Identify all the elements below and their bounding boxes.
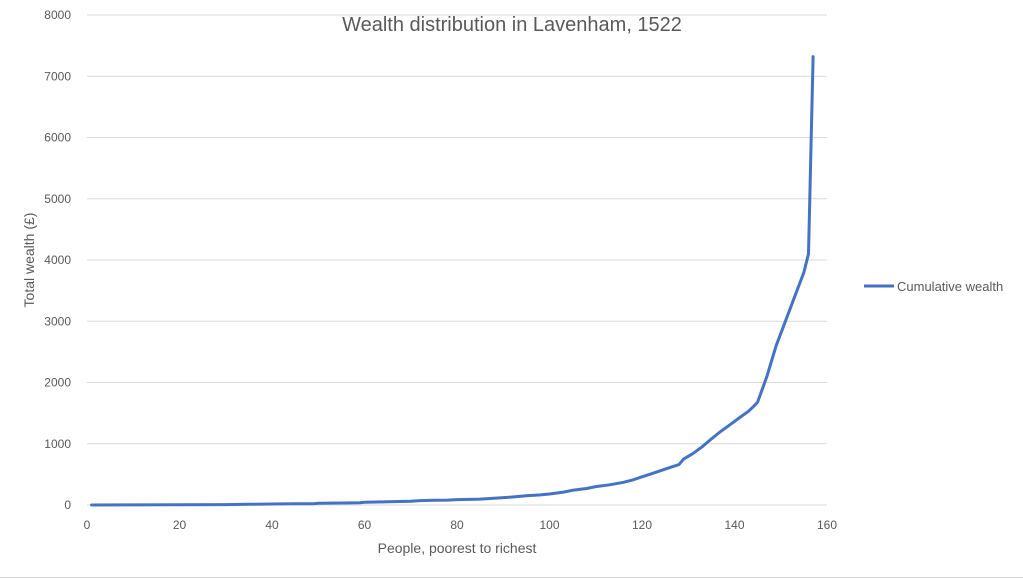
x-tick-label: 0	[84, 518, 91, 532]
y-tick-label: 0	[64, 498, 71, 512]
x-tick-label: 140	[724, 518, 744, 532]
y-tick-label: 5000	[44, 192, 71, 206]
x-tick-label: 80	[450, 518, 464, 532]
x-tick-label: 40	[265, 518, 279, 532]
y-tick-label: 3000	[44, 314, 71, 328]
x-axis-title: People, poorest to richest	[378, 540, 537, 556]
x-tick-label: 60	[358, 518, 372, 532]
y-tick-label: 1000	[44, 437, 71, 451]
x-tick-label: 100	[539, 518, 559, 532]
y-tick-label: 6000	[44, 131, 71, 145]
x-axis-ticks: 0 20 40 60 80 100 120 140 160	[84, 518, 838, 532]
y-axis-title: Total wealth (£)	[21, 213, 37, 308]
legend: Cumulative wealth	[864, 279, 1003, 294]
x-tick-label: 120	[632, 518, 652, 532]
series-layer	[90, 55, 815, 507]
y-axis-ticks: 0 1000 2000 3000 4000 5000 6000 7000 8000	[44, 8, 71, 512]
chart-title: Wealth distribution in Lavenham, 1522	[342, 14, 682, 36]
series-line-0	[90, 55, 815, 507]
x-tick-label: 160	[817, 518, 837, 532]
gridlines	[87, 14, 827, 445]
y-tick-label: 8000	[44, 8, 71, 22]
y-tick-label: 4000	[44, 253, 71, 267]
y-tick-label: 7000	[44, 69, 71, 83]
x-tick-label: 20	[173, 518, 187, 532]
y-tick-label: 2000	[44, 376, 71, 390]
legend-label: Cumulative wealth	[897, 279, 1003, 294]
